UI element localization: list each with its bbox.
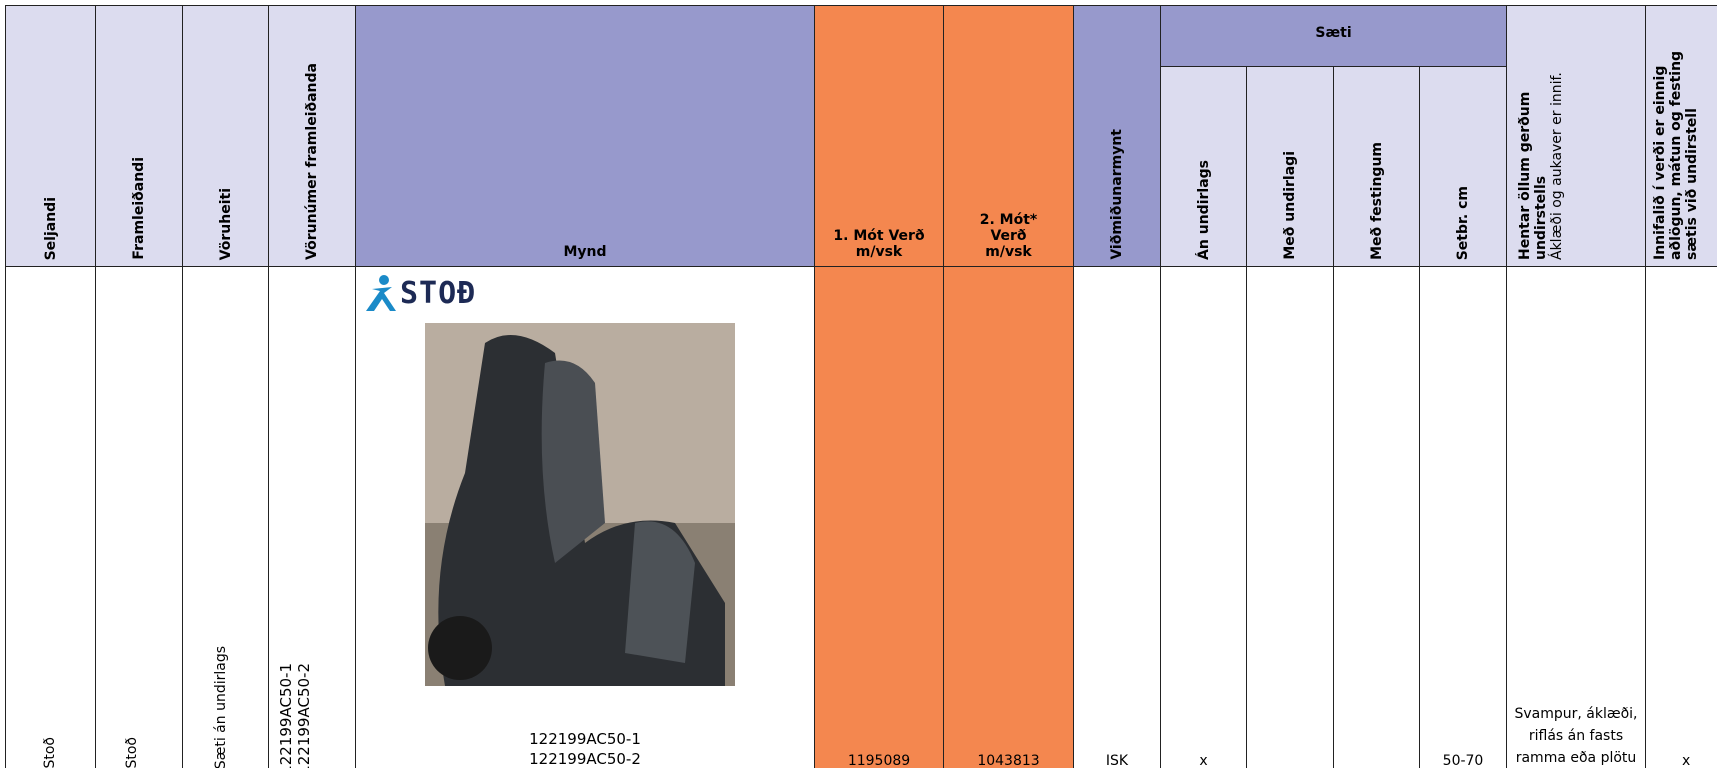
cell-text: Stoð <box>124 737 140 768</box>
header-text: Mynd <box>563 244 607 260</box>
header-text: Vörunúmer framleiðanda <box>304 63 320 260</box>
header-cell: Setbr. cm <box>1419 66 1507 267</box>
product-photo <box>425 323 735 686</box>
caption: 122199AC50-1 <box>529 730 641 748</box>
cell: x <box>1160 266 1247 768</box>
cell: Stoð <box>95 266 183 768</box>
header-cell: Vörunúmer framleiðanda <box>268 5 356 267</box>
header-cell: Viðmiðunarmynt <box>1073 5 1161 267</box>
cell-text: 50-70 <box>1442 753 1484 768</box>
header-text: Hentar öllum gerðum undirstells <box>1517 91 1549 260</box>
header-text: 1. Mót Verð m/vsk <box>833 228 925 260</box>
header-text: Framleiðandi <box>131 157 147 260</box>
header-text: Með undirlagi <box>1282 151 1298 260</box>
cell: ISK <box>1073 266 1161 768</box>
header-note: Áklæði og aukaver er innif. <box>1549 72 1565 260</box>
cell: Svampur, áklæði, riflás án fasts ramma e… <box>1506 266 1646 768</box>
cell-text: x <box>1199 753 1208 768</box>
header-text: Setbr. cm <box>1455 185 1471 260</box>
header-cell: 2. Mót* Verð m/vsk <box>943 5 1074 267</box>
header-cell: Seljandi <box>5 5 96 267</box>
cell-text: Sæti án undirlags <box>213 645 229 768</box>
header-text: Innifalið í verði er einnig aðlögun, mát… <box>1652 50 1700 260</box>
image-cell: STOÐ 122199AC50-1 122199AC50-2 <box>355 266 815 768</box>
cell-text: 1195089 <box>847 753 911 768</box>
cell-text: Svampur, áklæði, riflás án fasts ramma e… <box>1514 706 1638 766</box>
header-cell: 1. Mót Verð m/vsk <box>814 5 944 267</box>
cell-text: ISK <box>1105 753 1129 768</box>
header-cell: Án undirlags <box>1160 66 1247 267</box>
header-text: 2. Mót* Verð m/vsk <box>979 212 1038 260</box>
header-cell: Vöruheiti <box>182 5 269 267</box>
logo: STOÐ <box>362 273 476 313</box>
cell: 122199AC50-1 122199AC50-2 <box>268 266 356 768</box>
cell-text: x <box>1682 753 1691 768</box>
caption: 122199AC50-2 <box>529 750 641 768</box>
header-cell: Mynd <box>355 5 815 267</box>
header-text: Viðmiðunarmynt <box>1109 129 1125 260</box>
cell: Sæti án undirlags <box>182 266 269 768</box>
cell-text: 122199AC50-2 <box>295 663 313 768</box>
header-text: Vöruheiti <box>217 187 234 260</box>
header-cell: Hentar öllum gerðum undirstells Áklæði og… <box>1506 5 1646 267</box>
cell: Stoð <box>5 266 96 768</box>
cell: 1043813 <box>943 266 1074 768</box>
header-cell: Framleiðandi <box>95 5 183 267</box>
header-cell: Með festingum <box>1333 66 1420 267</box>
cell: 50-70 <box>1419 266 1507 768</box>
logo-icon <box>366 275 396 311</box>
header-text: Seljandi <box>42 196 59 260</box>
cell-text: 122199AC50-1 <box>277 663 295 768</box>
cell-text: Stoð <box>42 737 58 768</box>
header-cell: Innifalið í verði er einnig aðlögun, mát… <box>1645 5 1717 267</box>
header-text: Með festingum <box>1368 142 1385 260</box>
logo-text: STOÐ <box>400 275 477 311</box>
cell <box>1246 266 1334 768</box>
cell: 1195089 <box>814 266 944 768</box>
cell: x <box>1645 266 1717 768</box>
header-cell: Sæti <box>1160 5 1507 67</box>
cell <box>1333 266 1420 768</box>
header-text: Án undirlags <box>1195 160 1212 260</box>
header-cell: Með undirlagi <box>1246 66 1334 267</box>
cell-text: 1043813 <box>977 753 1040 768</box>
header-text: Sæti <box>1315 25 1352 41</box>
